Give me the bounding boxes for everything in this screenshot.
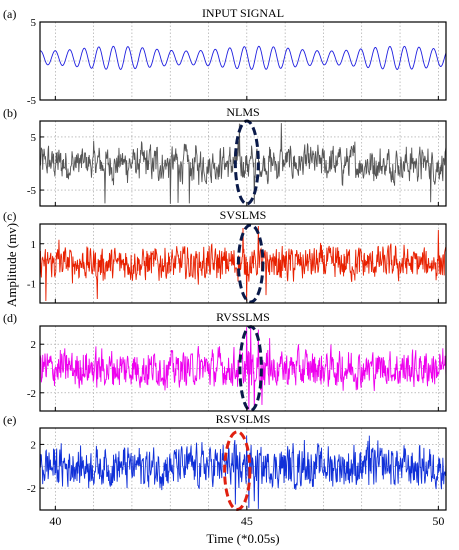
series-line	[40, 45, 446, 70]
y-tick-label: -5	[27, 185, 37, 197]
series-line	[40, 327, 446, 410]
y-tick-label: -1	[27, 278, 36, 290]
y-tick-label: -2	[27, 483, 36, 495]
series-line	[40, 123, 446, 204]
panel-title: RVSSLMS	[216, 310, 270, 324]
panel-label: (d)	[3, 311, 17, 325]
highlight-ellipse	[236, 223, 265, 304]
y-axis-label: Amplitude (mv)	[4, 223, 19, 307]
y-tick-label: 1	[31, 239, 37, 251]
y-tick-label: -2	[27, 388, 36, 400]
x-tick-label: 50	[432, 514, 444, 528]
chart-panel-3: 1 -1 (c) SVSLMS	[3, 208, 447, 304]
panel-label: (a)	[3, 7, 16, 21]
axes-box	[39, 325, 447, 412]
y-tick-label: 5	[31, 132, 37, 144]
axes-box	[39, 21, 447, 101]
x-tick-label: 45	[241, 514, 253, 528]
panel-title: NLMS	[226, 105, 259, 119]
x-axis-label: Time (*0.05s)	[206, 531, 279, 546]
highlight-ellipse	[238, 325, 263, 412]
panel-title: INPUT SIGNAL	[202, 6, 284, 20]
y-tick-label: -5	[27, 95, 37, 107]
series-line	[40, 225, 446, 302]
panel-label: (b)	[3, 106, 17, 120]
series-line	[40, 435, 446, 509]
y-tick-label: 2	[31, 339, 37, 351]
chart-panel-5: 2 -2 (e) RSVSLMS	[3, 412, 447, 511]
y-tick-label: 2	[31, 439, 37, 451]
x-tick-label: 40	[49, 514, 61, 528]
y-tick-label: 5	[31, 17, 37, 29]
chart-panel-1: 5 -5 (a) INPUT SIGNAL	[3, 6, 447, 107]
panel-label: (e)	[3, 413, 16, 427]
panel-label: (c)	[3, 209, 16, 223]
axes-box	[39, 223, 447, 304]
chart-panel-4: 2 -2 (d) RVSSLMS	[3, 310, 447, 412]
panel-title: SVSLMS	[220, 208, 267, 222]
axes-box	[39, 427, 447, 511]
axes-box	[39, 120, 447, 207]
panel-title: RSVSLMS	[216, 412, 271, 426]
chart-panel-2: 5 -5 (b) NLMS	[3, 105, 447, 207]
